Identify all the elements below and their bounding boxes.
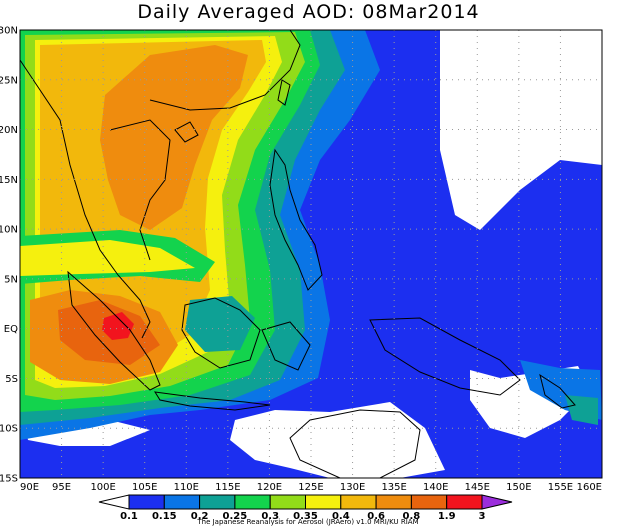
aod-colorbar-labels: 0.1 0.15 0.2 0.25 0.3 0.35 0.4 0.6 0.8 1.9 3 <box>120 511 485 522</box>
coast-sumatra <box>67 270 161 391</box>
latitude-tick-label: 20N <box>0 125 18 136</box>
coast-indochina <box>20 59 171 339</box>
latitude-tick-label: 25N <box>0 75 18 86</box>
aod-level-0-35-0-4 <box>20 240 195 276</box>
coastlines <box>20 30 576 478</box>
colorbar-level-label: 1.9 <box>438 511 456 522</box>
latitude-tick-label: 10N <box>0 225 18 236</box>
latitude-tick-labels: 30N 25N 20N 15N 10N 5N EQ 5S 10S 15S <box>0 26 18 485</box>
colorbar-level-label: 3 <box>479 511 486 522</box>
aod-level-0-6-0-8 <box>100 45 248 230</box>
aod-contour-field <box>20 30 602 478</box>
latitude-tick-label: 5S <box>5 374 18 385</box>
colorbar-box <box>340 494 377 510</box>
longitude-tick-label: 160E <box>577 482 602 493</box>
longitude-tick-label: 150E <box>506 482 531 493</box>
coast-sulawesi <box>261 321 311 371</box>
longitude-tick-label: 95E <box>52 482 71 493</box>
latitude-tick-label: 5N <box>4 274 18 285</box>
colorbar-level-label: 0.15 <box>152 511 177 522</box>
longitude-tick-label: 115E <box>215 482 240 493</box>
coast-solomons <box>539 373 576 409</box>
coast-hainan <box>174 121 199 143</box>
colorbar-box <box>163 494 201 510</box>
latitude-tick-label: EQ <box>4 324 18 335</box>
longitude-tick-label: 145E <box>465 482 490 493</box>
colorbar-level-label: 0.2 <box>191 511 209 522</box>
colorbar-level-label: 0.1 <box>120 511 138 522</box>
colorbar-level-label: 0.3 <box>261 511 279 522</box>
colorbar-lower-triangle <box>98 494 130 510</box>
coast-australia <box>289 409 421 478</box>
colorbar-level-label: 0.6 <box>367 511 385 522</box>
plot-frame <box>19 29 603 479</box>
map-title: Daily Averaged AOD: 08Mar2014 <box>137 1 480 23</box>
colorbar-box <box>128 494 165 510</box>
longitude-tick-label: 155E <box>548 482 573 493</box>
longitude-tick-label: 90E <box>20 482 39 493</box>
coast-java <box>154 391 271 411</box>
longitude-tick-label: 140E <box>423 482 448 493</box>
colorbar-upper-triangle <box>481 494 513 510</box>
colorbar-level-label: 0.4 <box>332 511 350 522</box>
colorbar-box <box>269 494 307 510</box>
colorbar-box <box>234 494 271 510</box>
colorbar-box <box>446 494 483 510</box>
coast-south-china <box>149 30 301 111</box>
aod-level-0-2-0-25 <box>185 296 255 352</box>
coast-taiwan <box>277 79 291 106</box>
longitude-tick-labels: 90E 95E 100E 105E 110E 115E 120E 125E 130E 135E 14… <box>20 482 602 493</box>
latitude-tick-label: 30N <box>0 26 18 37</box>
coast-borneo <box>181 297 261 369</box>
longitude-tick-label: 130E <box>340 482 365 493</box>
aod-level-below-0-1 <box>230 402 445 478</box>
coast-philippines <box>269 148 323 291</box>
colorbar-box <box>305 494 342 510</box>
latitude-tick-label: 15S <box>0 474 18 485</box>
colorbar-level-label: 0.8 <box>403 511 421 522</box>
colorbar-box <box>199 494 236 510</box>
longitude-tick-label: 110E <box>174 482 199 493</box>
map-gridlines <box>20 30 602 478</box>
colorbar-level-label: 0.35 <box>293 511 318 522</box>
longitude-tick-label: 105E <box>132 482 157 493</box>
longitude-tick-label: 120E <box>257 482 282 493</box>
aod-level-below-0-1 <box>440 30 602 230</box>
latitude-tick-label: 15N <box>0 175 18 186</box>
longitude-tick-label: 135E <box>381 482 406 493</box>
colorbar-box <box>375 494 412 510</box>
aod-colorbar <box>98 494 513 510</box>
colorbar-level-label: 0.25 <box>223 511 248 522</box>
aod-level-1-9-3 <box>102 312 134 340</box>
colorbar-box <box>410 494 448 510</box>
longitude-tick-label: 100E <box>90 482 115 493</box>
latitude-tick-label: 10S <box>0 424 18 435</box>
longitude-tick-label: 125E <box>298 482 323 493</box>
reanalysis-credit: The Japanese Reanalysis for Aerosol (JRA… <box>196 518 418 526</box>
